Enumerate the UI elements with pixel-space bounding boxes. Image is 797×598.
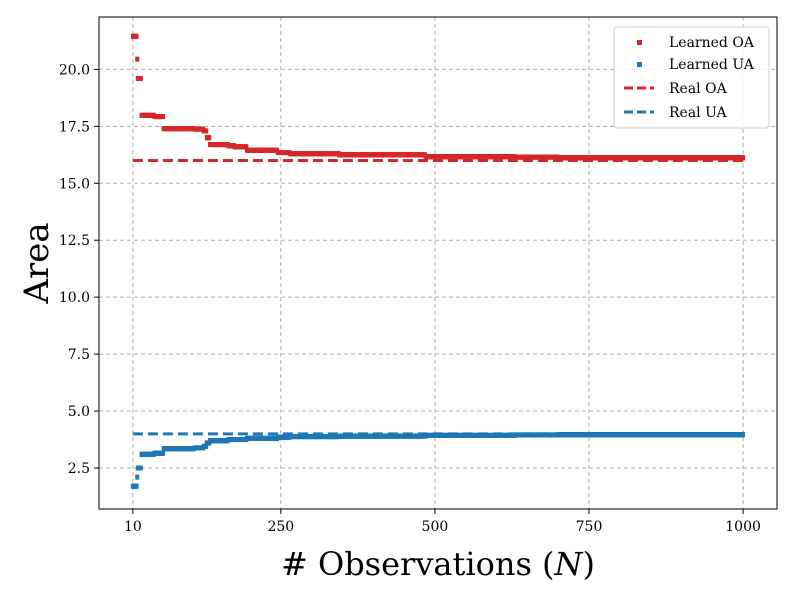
series-learned-ua bbox=[130, 432, 746, 489]
plot-frame bbox=[98, 16, 778, 510]
y-tick-label: 7.5 bbox=[68, 347, 90, 363]
x-tick-label: 1000 bbox=[725, 519, 761, 535]
x-axis-label-suffix: ) bbox=[583, 545, 595, 583]
legend-label-learned-ua: Learned UA bbox=[669, 57, 755, 73]
legend-marker-learned-ua bbox=[637, 62, 642, 67]
x-axis-label-prefix: # Observations ( bbox=[281, 545, 555, 583]
y-axis-label: Area bbox=[17, 222, 57, 304]
x-axis-label: # Observations (N) bbox=[281, 545, 595, 583]
data-point bbox=[161, 114, 166, 120]
data-point bbox=[161, 450, 166, 456]
x-tick-label: 500 bbox=[422, 519, 449, 535]
y-tick-label: 17.5 bbox=[59, 119, 90, 135]
x-axis-label-variable: N bbox=[554, 545, 584, 583]
x-tick-label: 750 bbox=[576, 519, 603, 535]
data-point bbox=[135, 56, 140, 62]
legend: Learned OA Learned UA Real OA Real UA bbox=[613, 26, 770, 129]
data-point bbox=[741, 432, 746, 438]
legend-label-real-ua: Real UA bbox=[669, 105, 727, 121]
data-point bbox=[134, 33, 139, 39]
y-tick-label: 2.5 bbox=[68, 461, 90, 477]
data-point bbox=[204, 443, 209, 449]
y-tick-label: 10.0 bbox=[59, 290, 90, 306]
x-tick-label: 10 bbox=[124, 519, 142, 535]
data-point bbox=[138, 76, 143, 81]
series-layer bbox=[130, 33, 746, 489]
y-tick-label: 12.5 bbox=[59, 233, 90, 249]
data-point bbox=[134, 483, 139, 489]
legend-marker-learned-oa bbox=[637, 40, 642, 45]
legend-frame bbox=[613, 26, 770, 129]
series-learned-oa bbox=[130, 33, 746, 161]
data-point bbox=[244, 144, 249, 150]
ticks: 10 250 500 750 1000 2.5 5.0 7.5 10.0 12.5 15.0 17.5… bbox=[59, 62, 761, 535]
data-point bbox=[207, 135, 212, 141]
y-tick-label: 15.0 bbox=[59, 176, 90, 192]
y-tick-label: 5.0 bbox=[68, 404, 90, 420]
data-point bbox=[138, 465, 143, 471]
data-point bbox=[135, 474, 140, 480]
data-point bbox=[741, 155, 746, 161]
legend-label-learned-oa: Learned OA bbox=[669, 35, 755, 51]
legend-label-real-oa: Real OA bbox=[669, 81, 728, 97]
y-tick-label: 20.0 bbox=[59, 62, 90, 78]
grid bbox=[99, 17, 777, 509]
x-tick-label: 250 bbox=[267, 519, 294, 535]
data-point bbox=[204, 128, 209, 134]
